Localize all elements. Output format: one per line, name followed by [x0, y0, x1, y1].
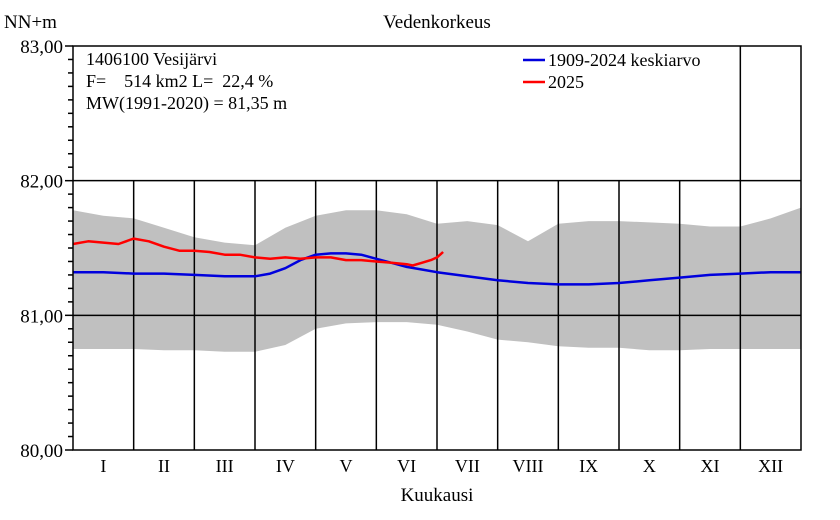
station-area: F= 514 km2 L= 22,4 %: [86, 71, 273, 91]
legend-label-average: 1909-2024 keskiarvo: [548, 50, 700, 70]
y-tick-label: 81,00: [20, 306, 63, 327]
y-axis: 80,00 81,00 82,00 83,00: [20, 37, 73, 462]
x-tick-label: VIII: [513, 456, 544, 476]
x-tick-label: II: [158, 456, 170, 476]
x-tick-label: VII: [455, 456, 480, 476]
y-axis-label: NN+m: [4, 12, 57, 33]
station-mean-water: MW(1991-2020) = 81,35 m: [86, 93, 287, 114]
x-tick-label: V: [340, 456, 353, 476]
x-tick-label: XI: [701, 456, 720, 476]
x-axis: I II III IV V VI VII VIII IX X XI XII: [100, 456, 783, 476]
x-tick-label: IX: [579, 456, 598, 476]
x-tick-label: XII: [758, 456, 783, 476]
x-tick-label: III: [216, 456, 234, 476]
y-tick-label: 82,00: [20, 172, 63, 193]
legend: 1909-2024 keskiarvo 2025: [523, 50, 700, 92]
x-tick-label: IV: [276, 456, 295, 476]
y-tick-label: 80,00: [20, 441, 63, 462]
grid-layer: [73, 46, 801, 450]
x-tick-label: VI: [397, 456, 416, 476]
series-layer: [72, 237, 801, 286]
legend-label-2025: 2025: [548, 72, 584, 92]
y-tick-label: 83,00: [20, 37, 63, 58]
x-tick-label: I: [100, 456, 106, 476]
chart-title: Vedenkorkeus: [383, 12, 491, 33]
x-tick-label: X: [643, 456, 656, 476]
x-axis-label: Kuukausi: [401, 485, 474, 506]
series-line-1: [72, 237, 444, 267]
station-name: 1406100 Vesijärvi: [86, 49, 217, 69]
